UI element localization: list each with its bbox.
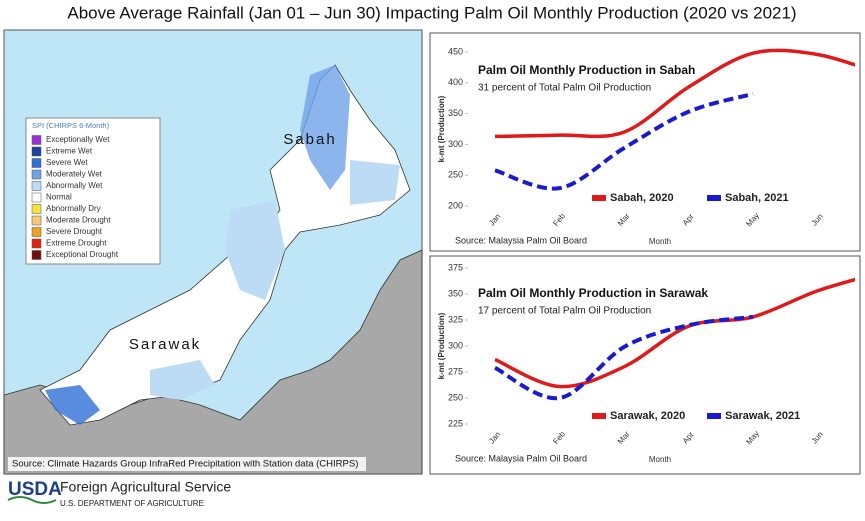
- y-tick-label: 350: [448, 108, 463, 118]
- x-axis-label: Month: [649, 237, 671, 246]
- y-tick-label: 250: [448, 392, 463, 402]
- y-tick-label: 450: [448, 46, 463, 56]
- legend-label: Moderately Wet: [46, 170, 103, 179]
- legend-label: Sabah, 2021: [725, 192, 789, 204]
- y-tick-label: 200: [448, 200, 463, 210]
- legend-swatch: [31, 204, 42, 214]
- chart-title: Palm Oil Monthly Production in Sarawak: [478, 286, 708, 300]
- y-axis-label: k-mt (Production): [437, 312, 446, 379]
- footer: USDA Foreign Agricultural Service U.S. D…: [7, 479, 231, 508]
- legend-label: Sarawak, 2020: [610, 410, 685, 422]
- page-title: Above Average Rainfall (Jan 01 – Jun 30)…: [67, 3, 796, 22]
- legend-swatch: [31, 146, 42, 157]
- chart-subtitle: 17 percent of Total Palm Oil Production: [478, 306, 651, 317]
- legend-label: Abnormally Wet: [46, 181, 103, 190]
- series-line: [494, 48, 855, 139]
- plot: [494, 277, 855, 401]
- legend-label: Severe Wet: [46, 158, 88, 167]
- y-axis-label: k-mt (Production): [437, 95, 446, 162]
- legend-swatch: [31, 215, 42, 226]
- footer-department: U.S. DEPARTMENT OF AGRICULTURE: [60, 499, 204, 508]
- legend-label: Extreme Wet: [46, 147, 93, 156]
- legend-swatch: [31, 192, 42, 203]
- map-label: Sabah: [283, 131, 336, 148]
- legend-label: Exceptional Drought: [46, 250, 119, 259]
- series-line: [494, 91, 754, 191]
- y-tick-label: 250: [448, 170, 463, 180]
- legend-label: Abnormally Dry: [46, 204, 101, 213]
- chart-title: Palm Oil Monthly Production in Sabah: [478, 63, 695, 77]
- y-tick-label: 300: [448, 139, 463, 149]
- map: SPI (CHIRPS 6-Month) Exceptionally Wet Ex…: [3, 29, 423, 475]
- y-tick-label: 350: [448, 288, 463, 298]
- legend-label: Normal: [46, 193, 72, 202]
- legend-label: Sarawak, 2021: [725, 410, 800, 422]
- legend-swatch: [31, 250, 42, 260]
- legend-label: Extreme Drought: [46, 239, 107, 248]
- legend-label: Moderate Drought: [46, 216, 111, 225]
- chart-subtitle: 31 percent of Total Palm Oil Production: [478, 83, 651, 94]
- series-line: [494, 314, 754, 401]
- legend-swatch: [31, 181, 42, 191]
- legend-label: Severe Drought: [46, 227, 103, 236]
- y-tick-label: 300: [448, 340, 463, 350]
- legend-swatch: [31, 238, 42, 249]
- y-tick-label: 225: [448, 418, 463, 428]
- legend-label: Exceptionally Wet: [46, 135, 110, 144]
- x-axis-label: Month: [649, 455, 671, 464]
- chart-source: Source: Malaysia Palm Oil Board: [455, 235, 587, 245]
- map-label: Sarawak: [129, 336, 201, 353]
- series-line: [494, 277, 855, 389]
- y-tick-label: 375: [448, 262, 463, 272]
- chart-source: Source: Malaysia Palm Oil Board: [455, 453, 587, 463]
- y-tick-label: 275: [448, 366, 463, 376]
- legend-swatch: [31, 158, 42, 168]
- chart-panel: [429, 32, 861, 252]
- plot: [494, 48, 855, 191]
- map-legend: [25, 117, 161, 265]
- legend-swatch: [31, 169, 42, 180]
- footer-agency: USDA: [8, 479, 62, 500]
- y-tick-label: 400: [448, 77, 463, 87]
- y-tick-label: 325: [448, 314, 463, 324]
- legend-label: Sabah, 2020: [610, 192, 674, 204]
- legend-swatch: [31, 135, 42, 145]
- chart-panel: [429, 255, 861, 475]
- footer-name: Foreign Agricultural Service: [60, 479, 231, 495]
- map-legend-title: SPI (CHIRPS 6-Month): [32, 121, 110, 130]
- legend-swatch: [31, 227, 42, 237]
- map-source: Source: Climate Hazards Group InfraRed P…: [12, 459, 358, 470]
